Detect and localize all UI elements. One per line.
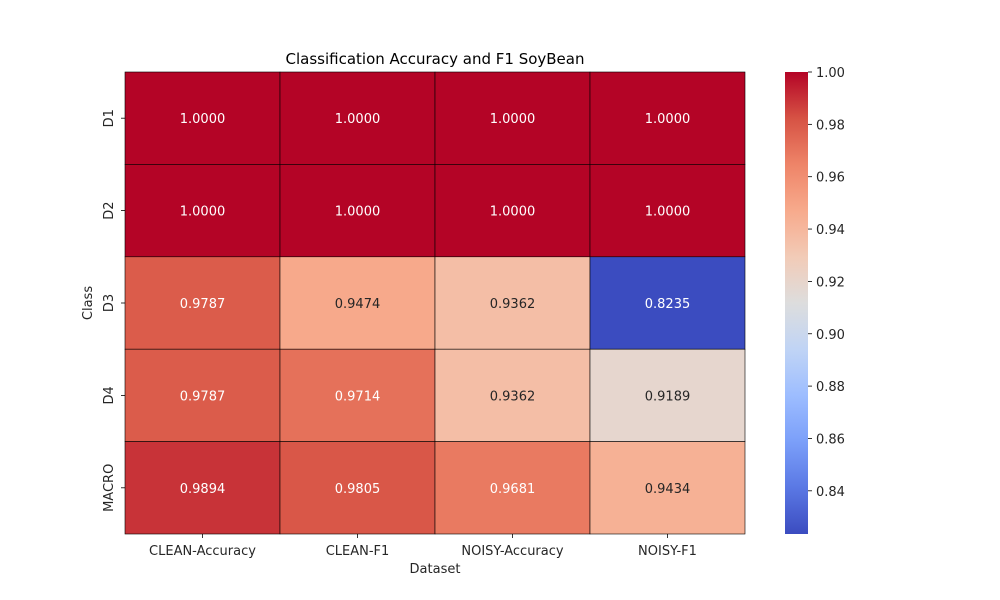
heatmap-cell bbox=[589, 441, 746, 535]
heatmap-cell bbox=[124, 441, 281, 535]
cell-value-label: 0.9474 bbox=[335, 297, 381, 312]
y-tick-label: D1 bbox=[102, 109, 117, 127]
cell-value-label: 1.0000 bbox=[335, 205, 381, 220]
heatmap-cell bbox=[589, 256, 746, 350]
cell-value-label: 0.9787 bbox=[180, 297, 226, 312]
y-tick-label: MACRO bbox=[102, 464, 117, 512]
heatmap-cell bbox=[279, 256, 436, 350]
heatmap-cell bbox=[279, 164, 436, 258]
y-tick-label: D3 bbox=[102, 294, 117, 312]
colorbar-tick-label: 0.92 bbox=[816, 275, 845, 290]
colorbar-tick-label: 0.84 bbox=[816, 485, 845, 500]
cell-value-label: 0.8235 bbox=[645, 297, 691, 312]
colorbar-tick-label: 0.94 bbox=[816, 223, 845, 238]
colorbar-tick-label: 0.96 bbox=[816, 171, 845, 186]
heatmap-cell bbox=[434, 348, 591, 442]
cell-value-label: 0.9681 bbox=[490, 482, 536, 497]
y-axis-label: Class bbox=[81, 286, 96, 320]
cell-value-label: 0.9894 bbox=[180, 482, 226, 497]
heatmap-cell bbox=[589, 348, 746, 442]
cell-value-label: 1.0000 bbox=[335, 112, 381, 127]
colorbar-tick-label: 0.86 bbox=[816, 432, 845, 447]
cell-value-label: 0.9189 bbox=[645, 389, 691, 404]
heatmap-cell bbox=[279, 441, 436, 535]
y-tick-labels: D1 D2 D3 D4 MACRO bbox=[102, 109, 125, 512]
colorbar-tick-label: 0.98 bbox=[816, 118, 845, 133]
x-tick-label: CLEAN-F1 bbox=[326, 544, 390, 559]
heatmap-cell bbox=[589, 164, 746, 258]
cell-value-label: 0.9362 bbox=[490, 389, 536, 404]
x-tick-labels: CLEAN-Accuracy CLEAN-F1 NOISY-Accuracy NOIS… bbox=[149, 534, 697, 559]
colorbar-tick-label: 1.00 bbox=[816, 66, 845, 81]
cell-value-label: 0.9805 bbox=[335, 482, 381, 497]
x-tick-label: NOISY-Accuracy bbox=[461, 544, 564, 559]
cell-value-label: 0.9714 bbox=[335, 389, 381, 404]
heatmap-cell bbox=[434, 441, 591, 535]
y-tick-label: D4 bbox=[102, 386, 117, 404]
cell-value-label: 0.9434 bbox=[645, 482, 691, 497]
colorbar-ticks: 0.84 0.86 0.88 0.90 0.92 0.94 0.96 0.98 1.00 bbox=[808, 66, 845, 500]
heatmap-cell bbox=[279, 348, 436, 442]
heatmap-cell bbox=[434, 164, 591, 258]
cell-value-label: 1.0000 bbox=[645, 112, 691, 127]
cell-value-label: 0.9787 bbox=[180, 389, 226, 404]
x-tick-label: CLEAN-Accuracy bbox=[149, 544, 256, 559]
heatmap-cell bbox=[279, 71, 436, 165]
cell-value-label: 1.0000 bbox=[490, 112, 536, 127]
cell-value-label: 1.0000 bbox=[645, 205, 691, 220]
heatmap-cell bbox=[124, 71, 281, 165]
cell-value-label: 1.0000 bbox=[180, 205, 226, 220]
x-axis-label: Dataset bbox=[410, 562, 461, 577]
cell-value-label: 1.0000 bbox=[180, 112, 226, 127]
colorbar-tick-label: 0.90 bbox=[816, 328, 845, 343]
heatmap-cell bbox=[434, 71, 591, 165]
heatmap-cell bbox=[589, 71, 746, 165]
x-tick-label: NOISY-F1 bbox=[638, 544, 697, 559]
chart-title: Classification Accuracy and F1 SoyBean bbox=[286, 50, 585, 68]
heatmap-cells: 1.0000 1.0000 1.0000 1.0000 1.0000 1.0000 1.00… bbox=[124, 71, 746, 535]
heatmap-cell bbox=[124, 348, 281, 442]
colorbar-tick-label: 0.88 bbox=[816, 380, 845, 395]
cell-value-label: 0.9362 bbox=[490, 297, 536, 312]
heatmap-cell bbox=[124, 164, 281, 258]
cell-value-label: 1.0000 bbox=[490, 205, 536, 220]
y-tick-label: D2 bbox=[102, 201, 117, 219]
colorbar bbox=[785, 72, 808, 534]
